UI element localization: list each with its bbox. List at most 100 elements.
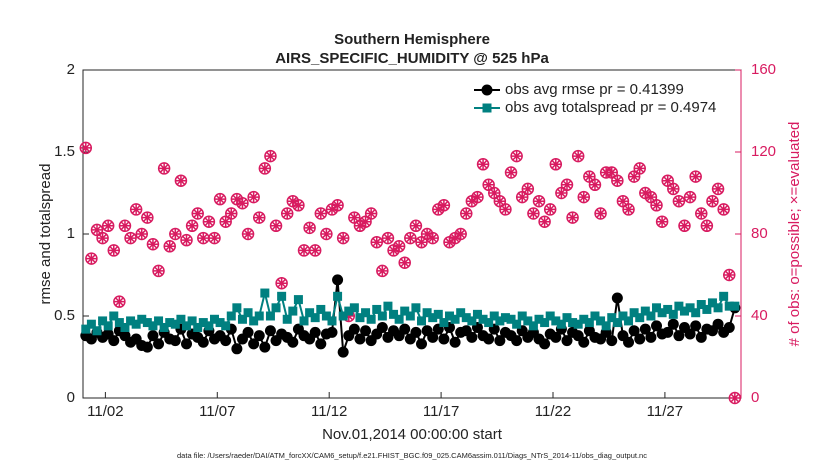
point [633,162,646,175]
point [428,313,438,323]
point [489,311,499,321]
point [169,335,181,347]
point [344,306,354,316]
point [153,338,165,350]
point [534,196,545,207]
point [540,318,550,328]
point [321,311,331,321]
point [181,235,192,246]
point [98,316,108,326]
point [383,301,393,311]
x-tick-label: 11/12 [311,403,347,420]
point [645,331,657,343]
point [366,314,376,324]
point [170,319,180,329]
series-3 [80,142,740,403]
point [249,316,259,326]
point [405,311,415,321]
point [142,212,153,223]
point [349,212,360,223]
point [672,194,686,208]
point [691,308,701,318]
point [449,336,461,348]
point [159,163,170,174]
point [611,174,624,187]
point [377,265,388,276]
point [370,235,383,249]
x-tick-label: 11/02 [87,403,123,420]
point [427,233,438,244]
point [528,321,538,331]
x-tick-label: 11/27 [647,403,683,420]
point [81,324,91,334]
point [607,313,617,323]
point [729,393,740,403]
point [225,207,238,220]
point [461,313,471,323]
point [700,219,714,233]
point [472,192,483,203]
point [494,196,505,207]
point [629,171,640,182]
point [120,322,130,332]
y-tick-label: 0.5 [54,307,75,324]
point [153,265,164,276]
point [282,314,292,324]
point [409,219,423,233]
point [723,321,735,333]
point [287,336,299,348]
point [288,306,298,316]
point [203,216,214,227]
point [495,316,505,326]
point [528,208,539,219]
point [467,316,477,326]
point [259,163,270,174]
point [550,331,562,343]
point [148,321,158,331]
point [135,227,148,241]
chart-subtitle: AIRS_SPECIFIC_HUMIDITY @ 525 hPa [275,50,549,67]
point [221,321,231,331]
point [719,291,729,301]
point [327,316,337,326]
point [114,296,125,307]
point [667,182,680,196]
point [618,311,628,321]
y2-tick-label: 120 [751,143,776,160]
point [645,192,656,203]
point [662,326,674,338]
point [119,220,130,231]
point [679,220,690,231]
point [701,220,712,231]
point [316,304,326,314]
point [689,170,702,183]
point [684,328,696,340]
point [551,316,561,326]
point [254,311,264,321]
point [679,306,689,316]
point [360,325,372,337]
point [226,208,237,219]
point [639,323,651,335]
point [634,333,646,345]
point [209,314,219,324]
point [399,323,411,335]
point [299,245,310,256]
point [634,163,645,174]
point [539,338,551,350]
point [141,211,154,224]
point [433,309,443,319]
y-tick-label: 0 [67,389,75,406]
point [460,207,473,220]
point [354,333,366,345]
point [349,303,359,313]
point [566,211,579,224]
point [114,318,124,328]
point [521,182,535,196]
point [717,203,730,216]
point [220,335,232,347]
point [303,221,316,235]
point [129,203,143,216]
point [152,264,165,278]
point [456,308,466,318]
